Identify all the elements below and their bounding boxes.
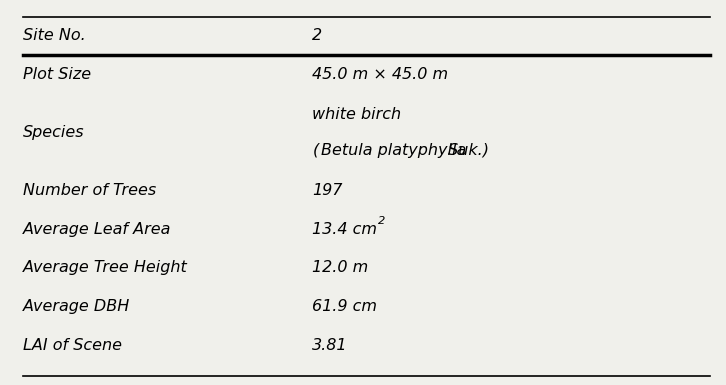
Text: Betula platyphylla: Betula platyphylla [321,143,466,158]
Text: 12.0 m: 12.0 m [312,260,369,275]
Text: 197: 197 [312,183,343,198]
Text: white birch: white birch [312,107,401,122]
Text: Species: Species [23,125,85,140]
Text: Average DBH: Average DBH [23,299,131,314]
Text: Suk.): Suk.) [443,143,489,158]
Text: 45.0 m × 45.0 m: 45.0 m × 45.0 m [312,67,449,82]
Text: LAI of Scene: LAI of Scene [23,338,122,353]
Text: Plot Size: Plot Size [23,67,91,82]
Text: 2: 2 [378,216,385,226]
Text: 13.4 cm: 13.4 cm [312,222,378,237]
Text: 3.81: 3.81 [312,338,348,353]
Text: Number of Trees: Number of Trees [23,183,156,198]
Text: (: ( [312,143,319,158]
Text: Average Leaf Area: Average Leaf Area [23,222,171,237]
Text: Site No.: Site No. [23,28,86,44]
Text: Average Tree Height: Average Tree Height [23,260,188,275]
Text: 2: 2 [312,28,322,44]
Text: 61.9 cm: 61.9 cm [312,299,378,314]
